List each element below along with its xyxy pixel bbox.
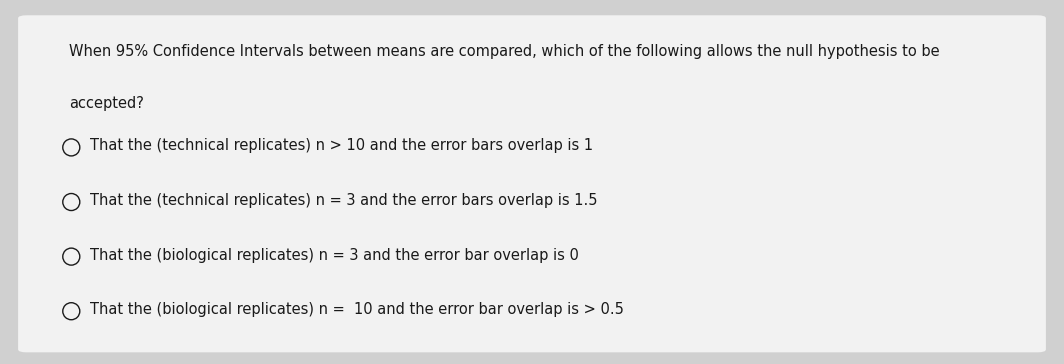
Text: That the (technical replicates) n > 10 and the error bars overlap is 1: That the (technical replicates) n > 10 a…: [90, 138, 594, 153]
Text: That the (biological replicates) n =  10 and the error bar overlap is > 0.5: That the (biological replicates) n = 10 …: [90, 302, 625, 317]
Text: accepted?: accepted?: [69, 96, 144, 111]
Text: When 95% Confidence Intervals between means are compared, which of the following: When 95% Confidence Intervals between me…: [69, 44, 940, 59]
Text: That the (technical replicates) n = 3 and the error bars overlap is 1.5: That the (technical replicates) n = 3 an…: [90, 193, 598, 208]
Text: That the (biological replicates) n = 3 and the error bar overlap is 0: That the (biological replicates) n = 3 a…: [90, 248, 579, 262]
